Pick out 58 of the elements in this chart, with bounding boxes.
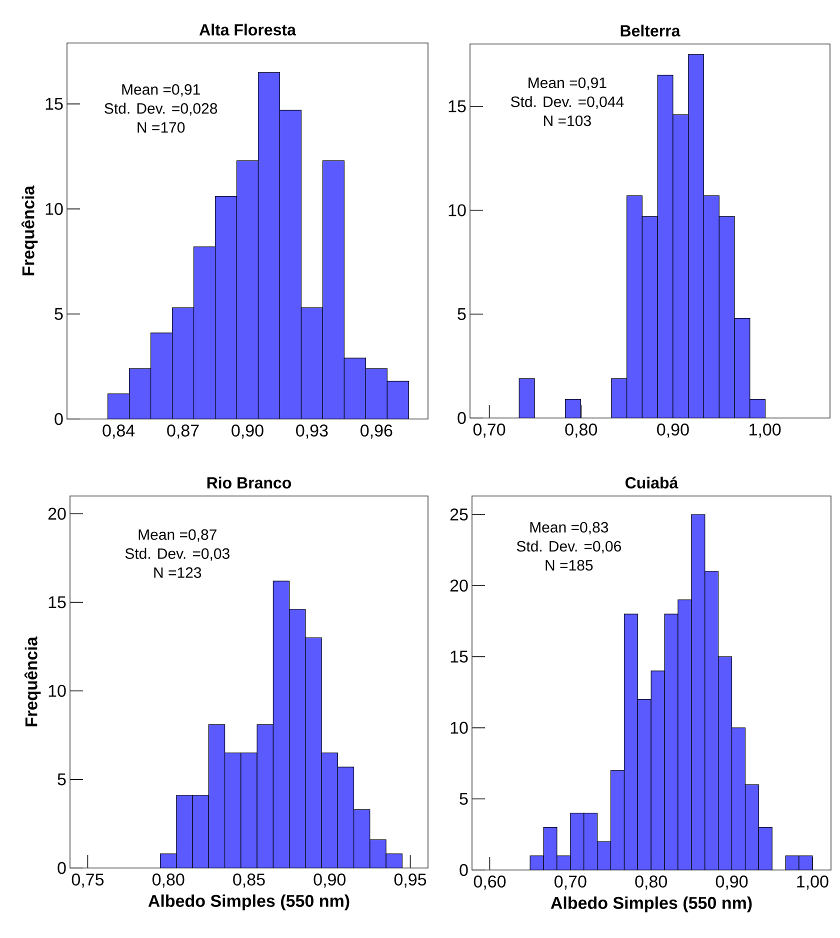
x-tick-label: 0,90	[657, 424, 689, 438]
annotation: N =170	[138, 122, 185, 133]
y-axis-title: Frequência	[24, 636, 41, 726]
y-tick-label: 10	[448, 204, 466, 216]
x-tick-label: 0,80	[152, 874, 184, 888]
y-tick-label: 25	[450, 508, 468, 521]
y-tick-label: 20	[48, 508, 66, 520]
annotation: N =123	[154, 567, 202, 578]
y-tick-label: 5	[54, 308, 63, 320]
x-tick-label: 0,95	[394, 874, 426, 888]
chart-title: Cuiabá	[625, 476, 678, 488]
x-axis-title: Albedo Simples (550 nm)	[550, 896, 752, 912]
annotation: Mean =0,87	[138, 529, 216, 542]
annotation: Std. Dev. =0,044	[510, 96, 624, 109]
y-tick-label: 0	[54, 412, 63, 426]
annotation: Std. Dev. =0,06	[516, 540, 621, 554]
chart-title: Rio Branco	[207, 476, 292, 488]
annotation: Mean =0,83	[530, 522, 608, 534]
annotation: N =103	[544, 115, 591, 126]
y-tick-label: 10	[450, 722, 468, 734]
y-tick-label: 5	[458, 308, 466, 320]
y-tick-label: 20	[450, 580, 468, 592]
y-tick-label: 5	[58, 774, 66, 786]
x-tick-label: 1,00	[750, 424, 781, 438]
y-tick-label: 10	[48, 684, 66, 697]
x-tick-label: 0,93	[296, 424, 328, 439]
x-tick-label: 0,87	[167, 424, 199, 439]
y-tick-label: 15	[48, 596, 66, 608]
x-tick-label: 0,70	[473, 424, 506, 438]
x-tick-label: 0,80	[635, 876, 667, 890]
x-tick-label: 0,96	[360, 424, 392, 439]
x-tick-label: 0,90	[232, 424, 264, 439]
x-tick-label: 0,60	[474, 876, 506, 890]
y-tick-label: 0	[458, 412, 466, 424]
x-tick-label: 0,85	[233, 874, 265, 888]
x-tick-label: 0,84	[102, 424, 135, 439]
x-tick-label: 1,00	[797, 876, 828, 890]
x-tick-label: 0,80	[565, 424, 598, 438]
x-tick-label: 0,70	[554, 876, 586, 890]
y-axis-title: Frequência	[21, 186, 38, 276]
chart-title: Alta Floresta	[199, 24, 296, 36]
annotation: Std. Dev. =0,03	[125, 548, 230, 561]
x-axis-title: Albedo Simples (550 nm)	[148, 894, 350, 910]
annotation: Std. Dev. =0,028	[104, 102, 218, 116]
annotation: N =185	[546, 560, 593, 571]
y-tick-label: 15	[450, 650, 468, 663]
y-tick-label: 10	[46, 202, 63, 215]
y-tick-label: 15	[46, 98, 63, 110]
y-tick-label: 5	[460, 792, 468, 805]
annotation: Mean =0,91	[122, 84, 200, 97]
chart-title: Belterra	[620, 24, 680, 36]
y-tick-label: 15	[448, 100, 466, 112]
x-tick-label: 0,75	[72, 874, 104, 888]
x-tick-label: 0,90	[716, 876, 748, 890]
annotation: Mean =0,91	[528, 77, 606, 90]
y-tick-label: 0	[58, 862, 66, 874]
x-tick-label: 0,90	[314, 874, 346, 888]
y-tick-label: 0	[460, 864, 468, 876]
